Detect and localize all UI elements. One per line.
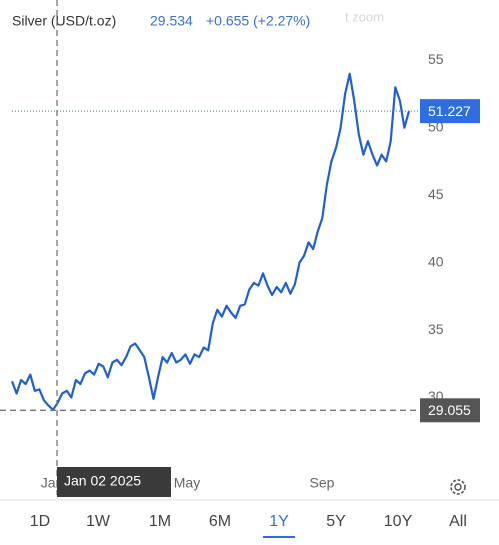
range-button[interactable]: 10Y bbox=[384, 513, 413, 530]
last-price-box bbox=[420, 99, 480, 124]
crosshair-date-box bbox=[57, 467, 171, 497]
range-button[interactable]: 6M bbox=[209, 513, 231, 530]
instrument-title: Silver (USD/t.oz) bbox=[12, 13, 116, 29]
y-tick-label: 35 bbox=[428, 321, 444, 337]
crosshair-date-label: Jan 02 2025 bbox=[64, 473, 141, 489]
gear-outer bbox=[450, 479, 466, 495]
range-button[interactable]: 1Y bbox=[269, 513, 289, 530]
price: 29.534 bbox=[150, 13, 193, 29]
y-tick-label: 55 bbox=[428, 51, 444, 67]
crosshair-value-box bbox=[420, 398, 480, 423]
gear-inner bbox=[454, 483, 462, 491]
y-tick-label: 45 bbox=[428, 186, 444, 202]
change: +0.655 (+2.27%) bbox=[206, 13, 310, 29]
range-button[interactable]: All bbox=[449, 513, 467, 530]
range-button[interactable]: 1M bbox=[149, 513, 171, 530]
y-tick-label: 40 bbox=[428, 253, 444, 269]
settings-icon[interactable] bbox=[450, 479, 466, 495]
price-line bbox=[10, 72, 411, 411]
range-button[interactable]: 1W bbox=[86, 513, 111, 530]
range-button[interactable]: 1D bbox=[30, 513, 50, 530]
last-price-label: 51.227 bbox=[428, 103, 471, 119]
x-tick-label: May bbox=[174, 475, 200, 491]
x-tick-label: Sep bbox=[310, 475, 335, 491]
range-button[interactable]: 5Y bbox=[326, 513, 346, 530]
crosshair-value-label: 29.055 bbox=[428, 402, 471, 418]
zoom-hint: t zoom bbox=[345, 9, 384, 24]
